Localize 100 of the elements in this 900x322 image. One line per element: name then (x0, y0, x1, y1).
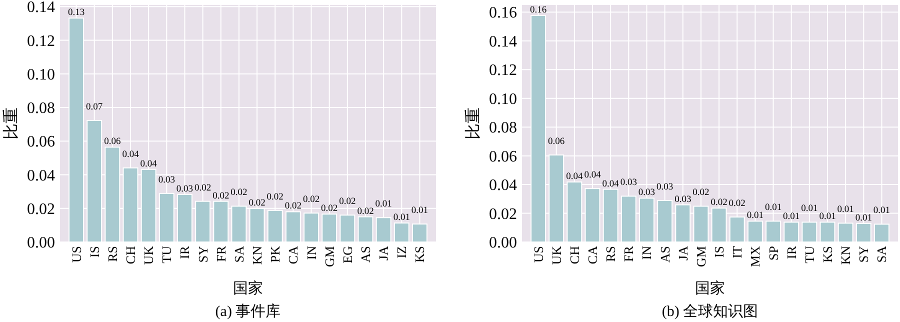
x-tick-label: JA (376, 245, 392, 260)
x-tick-label: JA (675, 245, 690, 260)
x-tick-label: KS (820, 246, 835, 263)
x-tick-label: AS (358, 246, 373, 263)
x-tick-label: US (530, 246, 546, 263)
x-tick-label: IR (177, 246, 192, 259)
x-axis-title: 国家 (233, 280, 263, 297)
x-axis-title: 国家 (695, 280, 725, 297)
x-tick-label: IN (304, 245, 319, 260)
y-tick-label: 0.08 (489, 120, 517, 137)
data-label: 0.04 (584, 170, 602, 181)
data-label: 0.03 (638, 188, 656, 198)
x-tick-label: SA (874, 245, 890, 263)
data-label: 0.02 (357, 206, 374, 217)
y-tick-label: 0.12 (489, 62, 517, 80)
text: (a) 事件库 (215, 303, 281, 320)
y-tick-label: 0.02 (27, 200, 55, 218)
x-tick-label: IS (86, 246, 102, 258)
x-tick-label: EG (340, 246, 355, 264)
data-label: 0.01 (411, 206, 428, 216)
x-tick-label: CA (585, 245, 600, 264)
x-tick-label: IR (784, 246, 799, 259)
data-label: 0.02 (302, 195, 320, 206)
data-label: 0.02 (230, 188, 248, 198)
x-tick-label: IS (712, 246, 727, 258)
data-label: 0.03 (656, 182, 674, 192)
data-label: 0.01 (375, 200, 392, 210)
data-label: 0.02 (728, 199, 746, 210)
data-label: 0.02 (248, 198, 266, 209)
x-tick-label: KN (250, 245, 265, 265)
data-label: 0.02 (321, 204, 338, 214)
x-tick-label: GM (322, 246, 337, 267)
x-tick-label: SP (766, 246, 781, 260)
x-tick-label: SA (231, 245, 246, 263)
x-tick-label: TU (159, 245, 174, 264)
data-label: 0.01 (837, 205, 854, 216)
x-tick-label: PK (268, 245, 283, 263)
x-tick-label: US (68, 246, 84, 263)
x-tick-label: SY (856, 245, 872, 263)
data-label: 0.02 (194, 183, 212, 194)
data-label: 0.01 (764, 203, 782, 214)
data-label: 0.02 (266, 192, 284, 202)
data-label: 0.02 (339, 197, 356, 208)
data-label: 0.04 (140, 159, 158, 170)
x-tick-label: IT (730, 246, 745, 258)
y-tick-label: 0.10 (489, 90, 517, 108)
y-tick-label: 0.08 (27, 100, 55, 118)
x-tick-label: GM (693, 246, 708, 267)
x-tick-label: UK (141, 245, 156, 265)
data-label: 0.03 (158, 175, 176, 186)
y-tick-label: 0.06 (489, 148, 517, 166)
x-tick-label: SY (195, 245, 210, 263)
x-tick-label: FR (621, 246, 636, 262)
data-label: 0.02 (284, 202, 302, 212)
y-tick-label: 0.14 (27, 0, 55, 16)
data-label: 0.03 (674, 194, 692, 205)
y-tick-label: 0.04 (27, 167, 55, 184)
x-tick-label: RS (603, 246, 618, 262)
x-tick-label: IN (639, 245, 654, 260)
data-label: 0.13 (68, 8, 85, 18)
y-tick-label: 0.00 (489, 234, 517, 252)
data-label: 0.06 (548, 136, 565, 147)
data-label: 0.02 (710, 198, 728, 208)
x-tick-label: IZ (394, 246, 410, 258)
x-tick-label: UK (548, 245, 564, 265)
data-label: 0.02 (692, 188, 710, 198)
data-label: 0.01 (393, 213, 410, 224)
data-label: 0.01 (746, 211, 764, 222)
x-tick-label: AS (657, 246, 672, 263)
y-tick-label: 0.14 (489, 33, 517, 50)
data-label: 0.04 (566, 172, 583, 182)
x-tick-label: TU (802, 245, 817, 264)
data-label: 0.01 (783, 212, 800, 222)
data-label: 0.16 (530, 5, 547, 16)
y-axis-title: 比重 (464, 108, 482, 140)
data-label: 0.01 (873, 206, 890, 216)
data-label: 0.02 (212, 191, 230, 202)
y-tick-label: 0.16 (489, 4, 517, 22)
y-tick-label: 0.00 (27, 234, 55, 252)
y-tick-label: 0.12 (27, 32, 55, 50)
data-label: 0.03 (176, 184, 194, 194)
x-tick-label: CH (123, 246, 138, 264)
y-tick-label: 0.06 (27, 134, 55, 151)
data-label: 0.04 (602, 179, 620, 190)
x-tick-label: FR (213, 246, 228, 262)
text: (b) 全球知识图 (662, 303, 758, 320)
y-tick-label: 0.02 (489, 206, 517, 223)
x-tick-label: KN (838, 245, 854, 265)
x-tick-label: MX (748, 245, 763, 267)
x-tick-label: KS (412, 246, 428, 263)
x-tick-label: CA (286, 245, 301, 264)
data-label: 0.01 (819, 212, 836, 222)
data-label: 0.01 (855, 213, 872, 224)
x-tick-label: RS (104, 246, 120, 262)
data-label: 0.01 (801, 204, 818, 214)
y-axis-title: 比重 (2, 108, 20, 140)
data-label: 0.03 (620, 178, 638, 188)
data-label: 0.04 (122, 150, 140, 160)
data-label: 0.07 (86, 102, 103, 112)
x-tick-label: CH (566, 246, 582, 264)
